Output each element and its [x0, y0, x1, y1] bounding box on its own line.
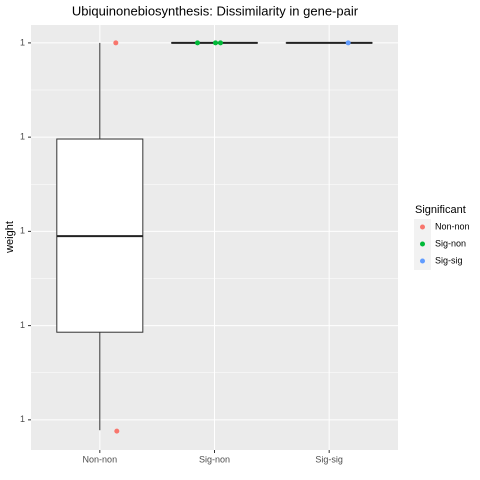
legend-swatch	[420, 224, 425, 230]
y-tick-label: 1	[20, 226, 25, 236]
point	[114, 428, 120, 434]
y-tick-label: 1	[20, 320, 25, 330]
legend-label: Sig-sig	[435, 255, 463, 265]
legend-label: Non-non	[435, 221, 470, 231]
x-tick-label: Sig-sig	[315, 454, 343, 464]
legend-label: Sig-non	[435, 238, 466, 248]
legend-title: Significant	[415, 204, 466, 216]
point	[195, 40, 200, 46]
y-tick-label: 1	[20, 414, 25, 424]
legend-swatch	[420, 241, 425, 247]
point	[218, 40, 223, 46]
point	[113, 40, 119, 46]
chart-title: Ubiquinonebiosynthesis: Dissimilarity in…	[72, 3, 359, 18]
y-axis-label: weight	[4, 221, 16, 254]
x-tick-label: Sig-non	[199, 454, 230, 464]
point	[213, 40, 218, 46]
legend-swatch	[420, 258, 425, 264]
y-tick-label: 1	[20, 132, 25, 142]
point	[345, 40, 351, 46]
x-tick-label: Non-non	[83, 454, 118, 464]
y-tick-label: 1	[20, 37, 25, 47]
